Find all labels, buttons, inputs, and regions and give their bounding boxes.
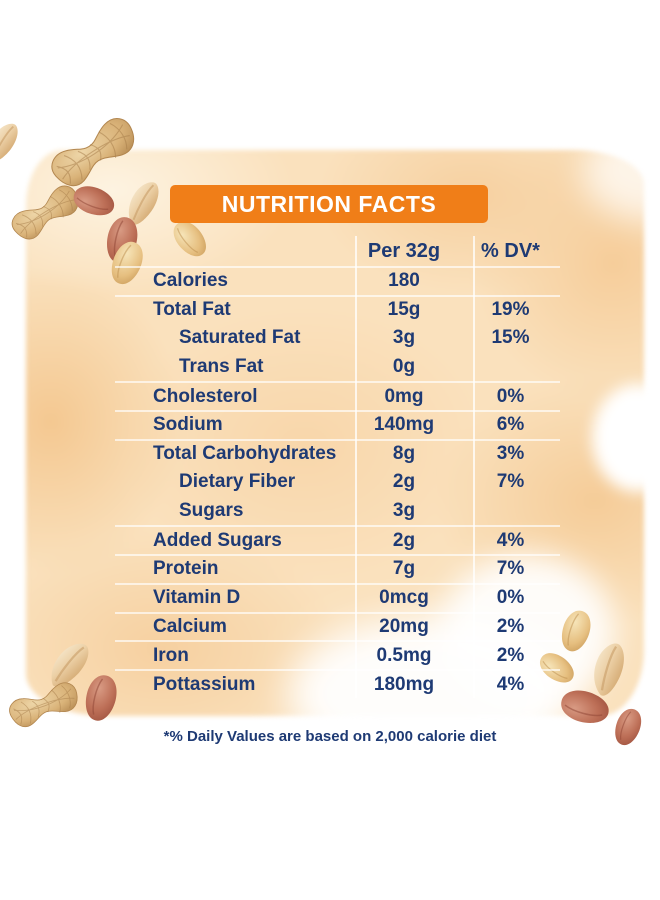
nutrient-dv: 19% <box>491 299 530 321</box>
nutrient-label: Pottassium <box>153 673 256 695</box>
table-row: Vitamin D 0mcg 0% <box>115 582 560 612</box>
nutrient-label: Calories <box>153 270 228 292</box>
table-row: Pottassium 180mg 4% <box>115 669 560 698</box>
nutrient-amount: 3g <box>392 326 416 348</box>
nutrient-label: Cholesterol <box>153 385 258 407</box>
nutrient-amount: 0mcg <box>379 587 429 609</box>
nutrient-label: Added Sugars <box>153 529 282 551</box>
nutrient-amount: 2g <box>392 470 416 492</box>
table-row: Trans Fat 0g <box>115 352 560 381</box>
nutrient-label: Total Fat <box>153 299 231 321</box>
nutrient-dv: 6% <box>496 414 525 436</box>
nutrient-label: Calcium <box>153 615 227 637</box>
column-divider <box>355 236 357 698</box>
column-header-dv: % DV* <box>481 239 540 262</box>
nutrient-label: Sugars <box>179 499 244 521</box>
nutrient-amount: 15g <box>387 299 421 321</box>
nutrient-amount: 140mg <box>373 414 435 436</box>
nutrient-label: Vitamin D <box>153 587 241 609</box>
white-patch-topright <box>582 126 660 221</box>
nutrient-amount: 7g <box>392 558 416 580</box>
nutrient-dv: 3% <box>496 443 525 465</box>
nutrient-label: Total Carbohydrates <box>153 443 337 465</box>
page-title: NUTRITION FACTS <box>221 190 437 217</box>
nutrient-label: Saturated Fat <box>179 326 301 348</box>
nutrient-dv: 15% <box>491 326 530 348</box>
nutrient-amount: 180 <box>388 270 420 292</box>
table-row: Protein 7g 7% <box>115 553 560 583</box>
table-row: Dietary Fiber 2g 7% <box>115 468 560 497</box>
nutrient-dv: 0% <box>496 587 525 609</box>
nutrient-dv: 2% <box>496 615 525 637</box>
table-row: Sugars 3g <box>115 496 560 525</box>
nutrient-label: Iron <box>153 644 189 666</box>
nutrient-dv: 7% <box>496 470 525 492</box>
title-banner: NUTRITION FACTS <box>170 185 488 223</box>
column-header-amount: Per 32g <box>367 239 441 262</box>
nutrient-amount: 20mg <box>379 615 429 637</box>
table-row: Cholesterol 0mg 0% <box>115 381 560 410</box>
nutrient-amount: 0g <box>392 355 416 377</box>
nutrient-dv: 0% <box>496 385 525 407</box>
table-row: Total Carbohydrates 8g 3% <box>115 438 560 468</box>
table-row: Saturated Fat 3g 15% <box>115 324 560 353</box>
white-notch-right <box>592 384 660 492</box>
nutrition-table: Per 32g % DV* Calories 180 Total Fat 15g 19%… <box>115 236 560 698</box>
nutrient-dv: 4% <box>496 529 525 551</box>
table-body: Calories 180 Total Fat 15g 19% Saturated Fat 3… <box>115 266 560 698</box>
table-row: Iron 0.5mg 2% <box>115 640 560 669</box>
nutrient-amount: 3g <box>392 499 416 521</box>
table-row: Calories 180 <box>115 266 560 295</box>
nutrient-label: Sodium <box>153 414 223 436</box>
nutrient-amount: 0.5mg <box>376 644 432 666</box>
nutrient-label: Protein <box>153 558 219 580</box>
nutrient-amount: 180mg <box>373 673 435 695</box>
nutrient-amount: 2g <box>392 529 416 551</box>
nutrient-amount: 0mg <box>384 385 424 407</box>
table-row: Total Fat 15g 19% <box>115 294 560 324</box>
nutrient-label: Trans Fat <box>179 355 264 377</box>
nutrient-dv: 2% <box>496 644 525 666</box>
nutrient-label: Dietary Fiber <box>179 470 296 492</box>
nutrient-amount: 8g <box>392 443 416 465</box>
column-header-row: Per 32g % DV* <box>115 236 560 266</box>
nutrient-dv: 7% <box>496 558 525 580</box>
footnote: *% Daily Values are based on 2,000 calor… <box>163 728 497 745</box>
peanut-kernel-split-icon <box>0 119 28 165</box>
peanut-kernel-red-icon <box>609 704 647 750</box>
column-divider <box>473 236 475 698</box>
nutrient-dv: 4% <box>496 673 525 695</box>
table-row: Calcium 20mg 2% <box>115 611 560 641</box>
table-row: Added Sugars 2g 4% <box>115 525 560 554</box>
table-row: Sodium 140mg 6% <box>115 409 560 439</box>
